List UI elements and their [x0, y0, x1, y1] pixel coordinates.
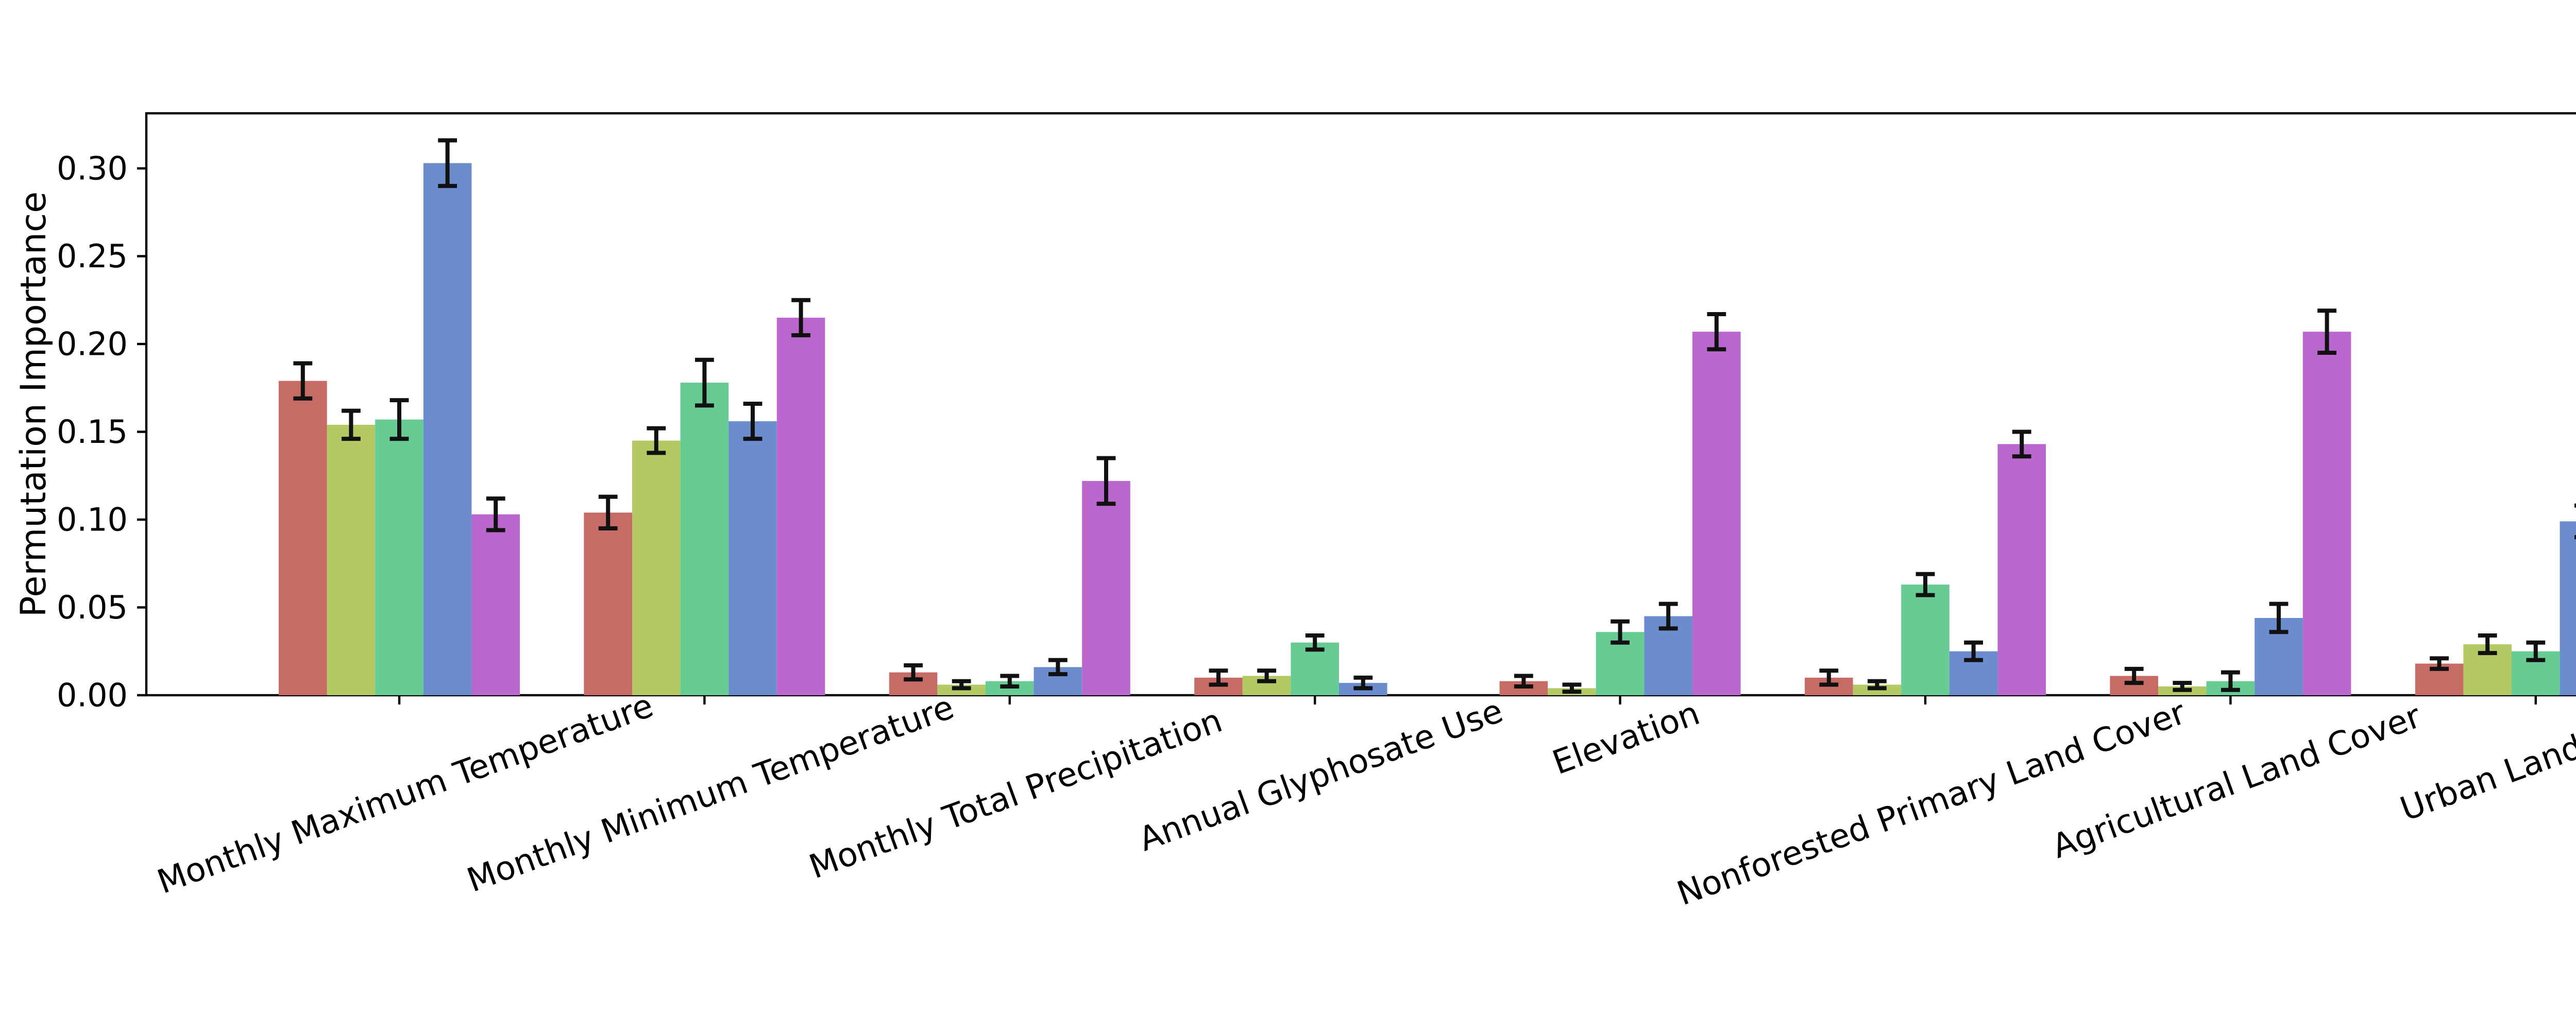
bar-fall-south-cat1 [728, 421, 777, 695]
axes-spines [145, 112, 2576, 697]
y-tick-label: 0.30 [57, 150, 128, 187]
y-axis-label: Permutation Importance [13, 192, 54, 617]
y-tick-label: 0.25 [57, 237, 128, 275]
bar-fall-south-cat7 [2560, 521, 2576, 695]
bar-winter-cat2 [1082, 480, 1130, 695]
bar-fall-north-cat0 [375, 419, 423, 695]
y-tick-label: 0.10 [57, 501, 128, 539]
bar-winter-cat0 [471, 514, 520, 695]
bar-summer-cat1 [632, 440, 681, 695]
y-tick-label: 0.15 [57, 413, 128, 451]
bar-fall-north-cat1 [680, 383, 729, 695]
bar-spring-cat1 [584, 512, 632, 695]
bar-winter-cat5 [1997, 444, 2046, 695]
y-tick-label: 0.00 [57, 677, 128, 714]
bar-winter-cat4 [1692, 332, 1741, 695]
bar-winter-cat6 [2302, 332, 2351, 695]
bar-fall-south-cat0 [423, 163, 472, 695]
bar-summer-cat0 [327, 424, 376, 695]
bar-fall-north-cat5 [1901, 584, 1950, 695]
bar-spring-cat0 [279, 381, 327, 695]
y-tick-label: 0.20 [57, 325, 128, 363]
y-tick-label: 0.05 [57, 589, 128, 626]
bar-winter-cat1 [776, 317, 825, 695]
